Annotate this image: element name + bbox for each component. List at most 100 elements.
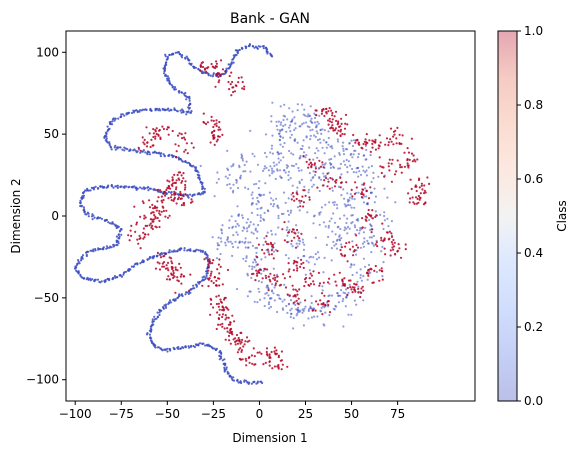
data-point [346,192,349,195]
data-point [340,117,343,120]
data-point [188,346,191,349]
data-point [314,152,317,155]
data-point [365,133,368,136]
data-point [212,119,215,122]
data-point [348,196,351,199]
data-point [241,216,244,219]
data-point [201,250,204,254]
data-point [226,177,229,180]
x-tick-label: −25 [201,407,226,421]
data-point [314,252,317,256]
data-point [270,144,274,147]
data-point [156,189,159,192]
data-point [164,108,167,111]
data-point [284,201,287,204]
data-point [207,269,210,272]
data-point [350,288,353,291]
colorbar-ticks: 1.00.80.60.40.20.0 [517,24,543,408]
data-point [273,242,276,245]
data-point [220,352,223,355]
data-point [155,151,158,154]
data-point [212,306,215,309]
data-point [326,281,330,284]
data-point [346,123,349,126]
data-point [112,186,115,189]
data-point [364,158,367,161]
data-point [322,139,325,142]
data-point [262,169,265,172]
data-point [154,107,157,110]
data-point [353,249,356,252]
data-point [353,282,356,285]
data-point [197,174,200,177]
data-point [377,144,380,147]
data-point [162,265,166,268]
data-point [150,138,153,141]
data-point [342,291,345,294]
data-point [92,188,96,191]
data-point [411,160,414,163]
data-point [331,147,334,150]
data-point [328,220,331,223]
data-point [184,346,187,349]
data-point [172,346,175,349]
data-point [366,203,369,206]
data-point [226,236,229,239]
data-point [227,240,230,243]
data-point [232,61,235,64]
data-point [333,129,336,132]
data-point [241,240,244,243]
data-point [147,189,150,192]
data-point [291,245,294,248]
data-point [244,246,247,249]
data-point [322,108,325,111]
data-point [366,141,369,145]
data-point [349,248,352,251]
data-point [209,303,213,306]
data-point [301,308,304,311]
data-point [272,267,275,270]
data-point [270,350,273,354]
data-point [296,306,300,309]
data-point [295,264,298,267]
data-point [119,146,122,149]
data-point [267,275,270,278]
data-point [142,231,145,234]
data-point [167,190,170,194]
data-point [295,242,298,245]
data-point [302,113,305,116]
data-point [300,232,303,235]
data-point [232,58,235,61]
data-point [250,382,253,385]
data-point [255,203,258,206]
data-point [191,195,194,198]
data-point [149,108,152,112]
data-point [418,196,422,199]
data-point [362,231,365,234]
data-point [395,142,398,145]
data-point [302,324,305,327]
data-point [360,287,363,290]
data-point [269,272,272,275]
data-point [277,366,280,369]
data-point [287,197,290,200]
data-point [181,108,184,111]
data-point [367,263,371,267]
data-point [281,128,284,131]
data-point [417,194,420,198]
data-point [267,250,270,253]
data-point [349,266,352,269]
data-point [375,270,378,274]
data-point [256,263,259,266]
data-point [229,64,232,67]
data-point [172,274,175,277]
data-point [264,133,268,136]
data-point [380,267,383,270]
data-point [184,132,187,135]
data-point [148,151,151,154]
data-point [279,297,282,301]
data-point [316,186,319,189]
data-point [300,123,304,126]
data-point [266,284,269,287]
data-point [236,378,239,381]
